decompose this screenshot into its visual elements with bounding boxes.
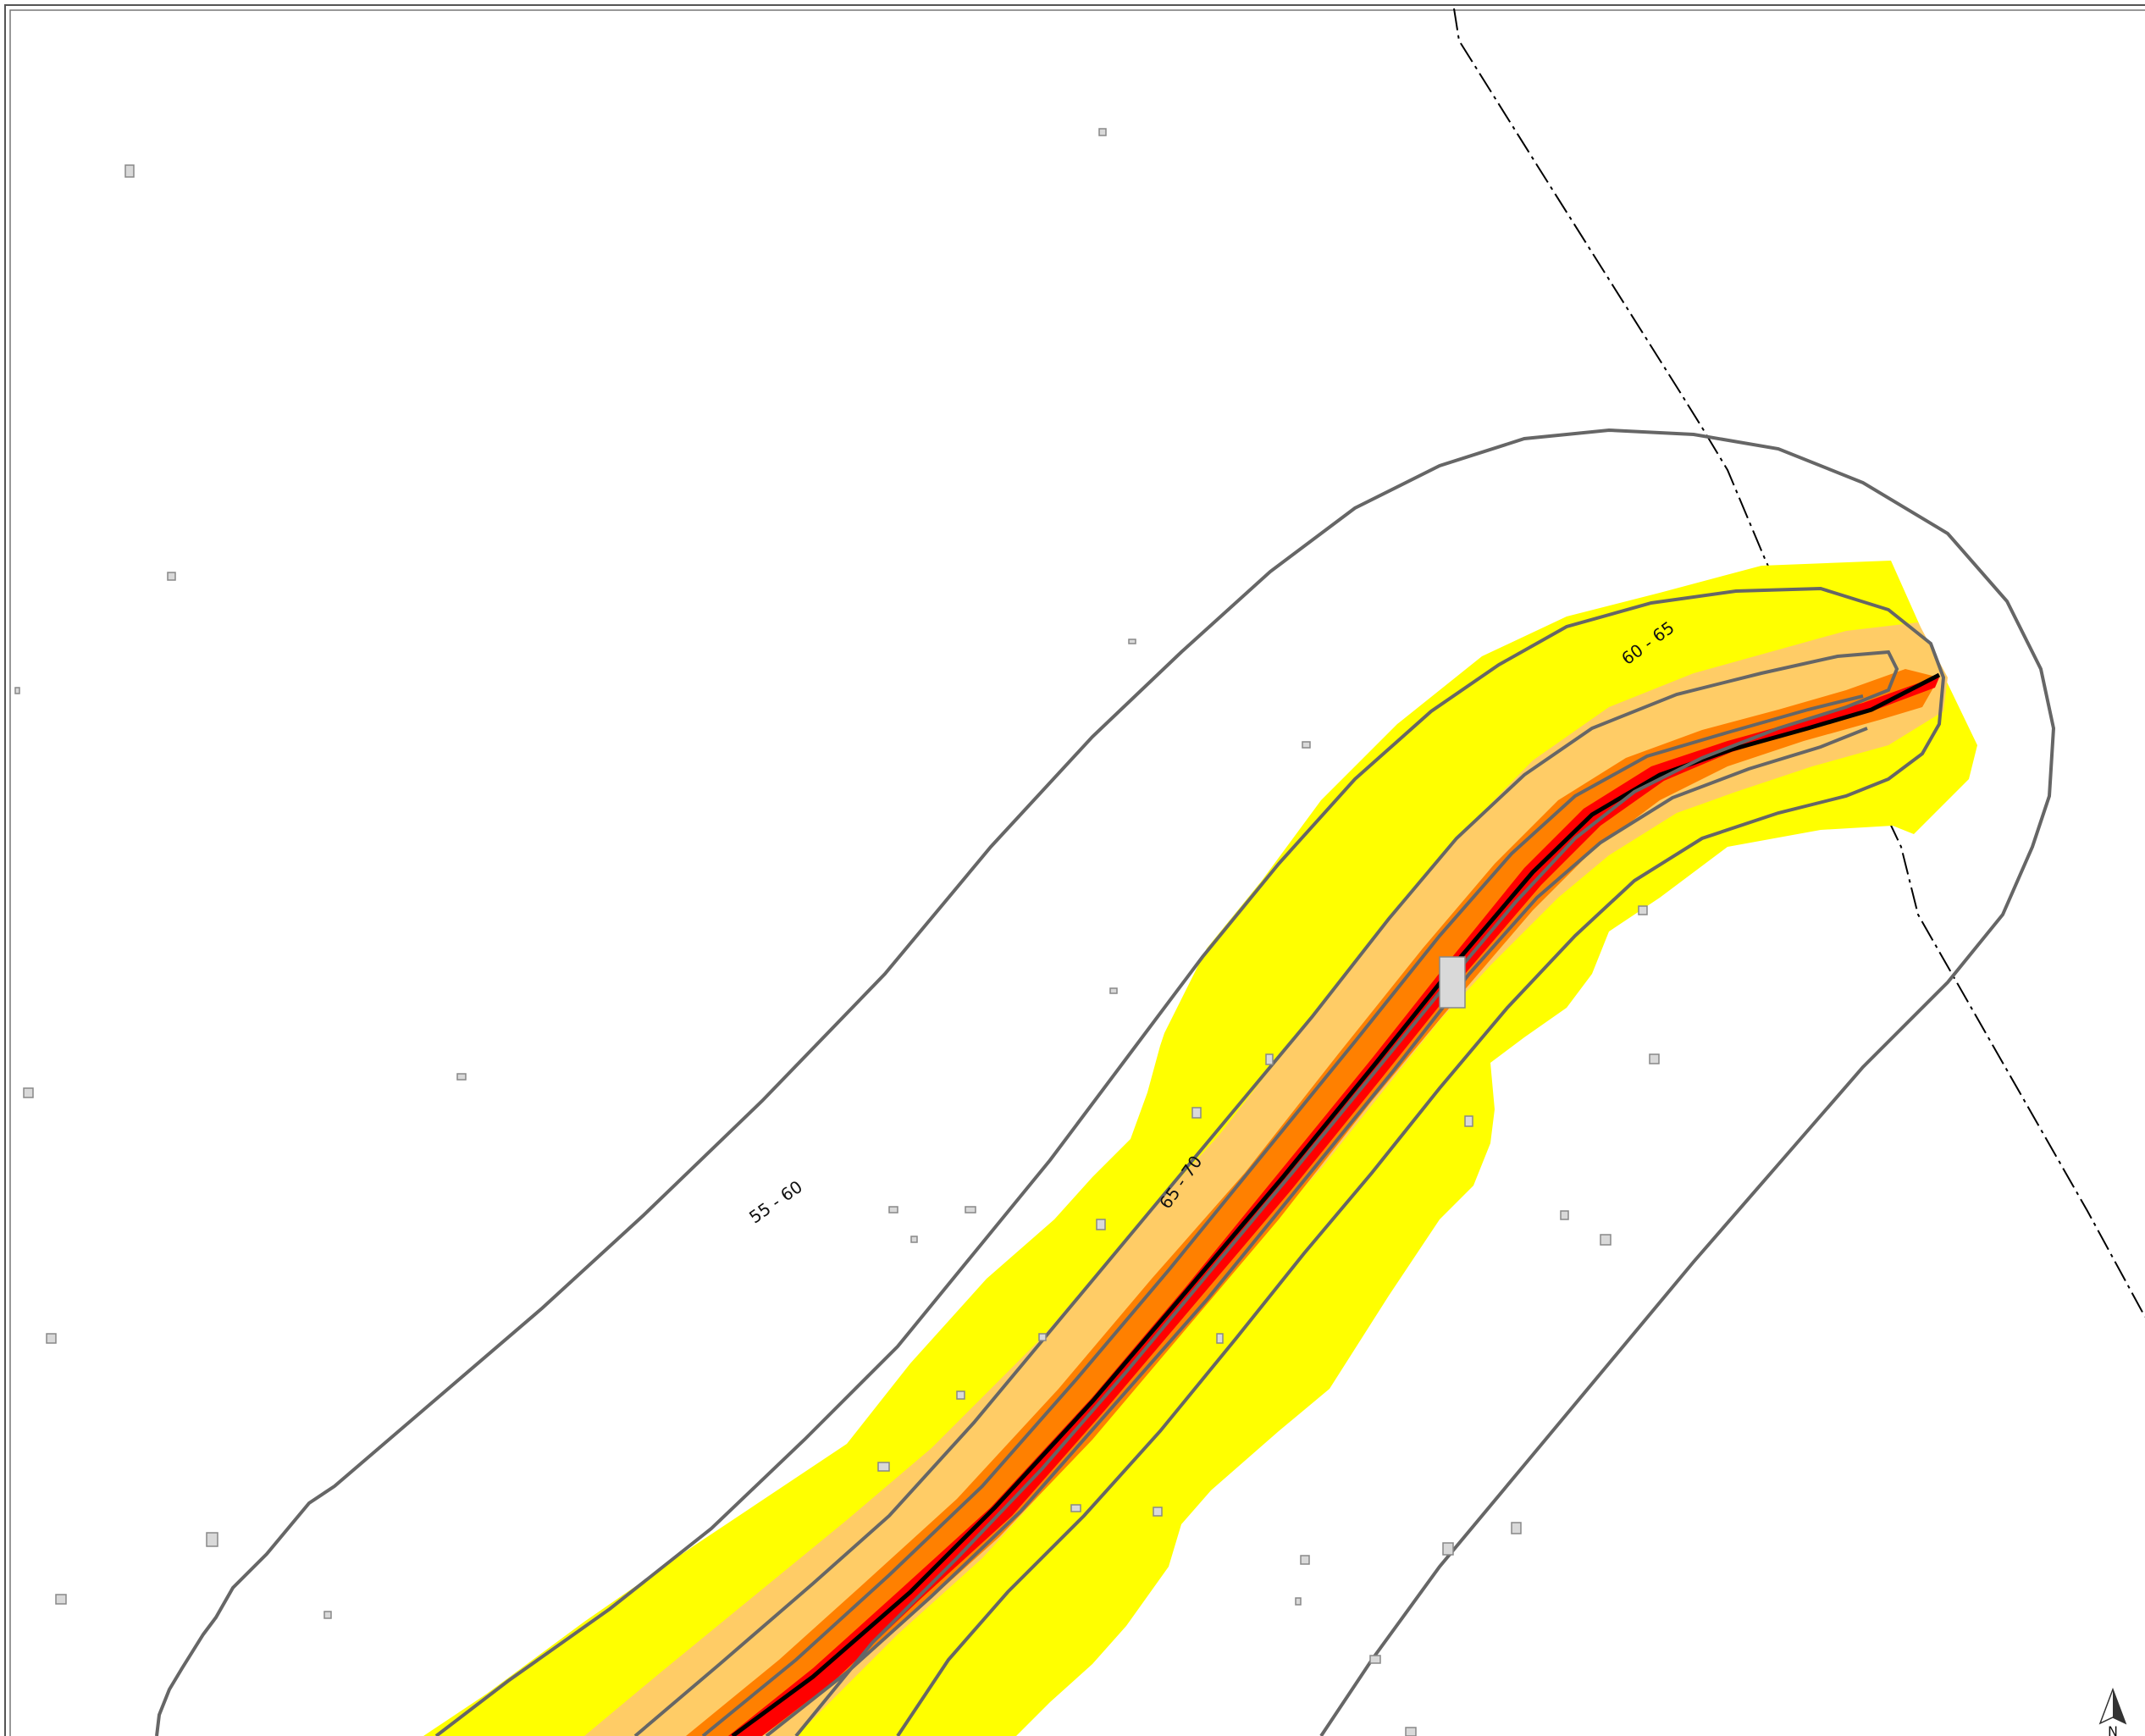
- buildings: [14, 128, 1660, 1736]
- building: [46, 1333, 57, 1344]
- building: [1128, 639, 1136, 644]
- building: [1265, 1053, 1274, 1065]
- north-arrow-icon-half: [2113, 1689, 2126, 1723]
- building: [55, 1594, 67, 1605]
- building: [206, 1532, 218, 1547]
- building: [14, 687, 20, 694]
- building: [456, 1073, 467, 1081]
- building: [1405, 1727, 1417, 1736]
- contour-70-75-left: [701, 694, 1864, 1736]
- building: [1649, 1053, 1660, 1064]
- building: [1098, 128, 1107, 136]
- building: [1070, 1504, 1081, 1512]
- building: [910, 1236, 918, 1243]
- building: [1511, 1522, 1522, 1534]
- building: [1191, 1107, 1202, 1119]
- building: [1464, 1115, 1473, 1127]
- building: [1638, 905, 1648, 915]
- building: [124, 164, 135, 178]
- building: [1439, 956, 1466, 1009]
- contour-55-60: [155, 428, 2056, 1736]
- contour-65-70: [633, 650, 1899, 1736]
- building: [1216, 1333, 1224, 1344]
- building: [1038, 1333, 1047, 1341]
- building: [1153, 1507, 1163, 1517]
- map-border-outer: [4, 4, 2145, 1736]
- building: [965, 1206, 976, 1214]
- building: [1560, 1210, 1569, 1220]
- contour-70-75-right: [765, 727, 1868, 1736]
- building: [956, 1390, 965, 1400]
- map-border-inner: [9, 9, 2145, 1736]
- noise-band-75-plus: [728, 677, 1939, 1736]
- building: [323, 1611, 332, 1619]
- building: [1096, 1219, 1106, 1230]
- north-arrow-label: N: [2108, 1723, 2118, 1736]
- contour-label-outer: 55 - 60: [745, 1176, 806, 1227]
- boundary-line: [1453, 8, 2145, 1318]
- building: [1295, 1597, 1302, 1606]
- building: [167, 572, 176, 581]
- building: [1369, 1655, 1381, 1664]
- building: [1600, 1234, 1612, 1246]
- building: [1302, 741, 1311, 749]
- building: [1109, 987, 1118, 994]
- building: [1300, 1555, 1310, 1565]
- building: [877, 1462, 890, 1472]
- north-arrow: N: [2098, 1687, 2127, 1736]
- contour-60-65: [434, 586, 1946, 1736]
- building: [1442, 1542, 1454, 1556]
- road-centerline: [731, 672, 1941, 1736]
- building: [888, 1206, 898, 1214]
- building: [23, 1087, 34, 1098]
